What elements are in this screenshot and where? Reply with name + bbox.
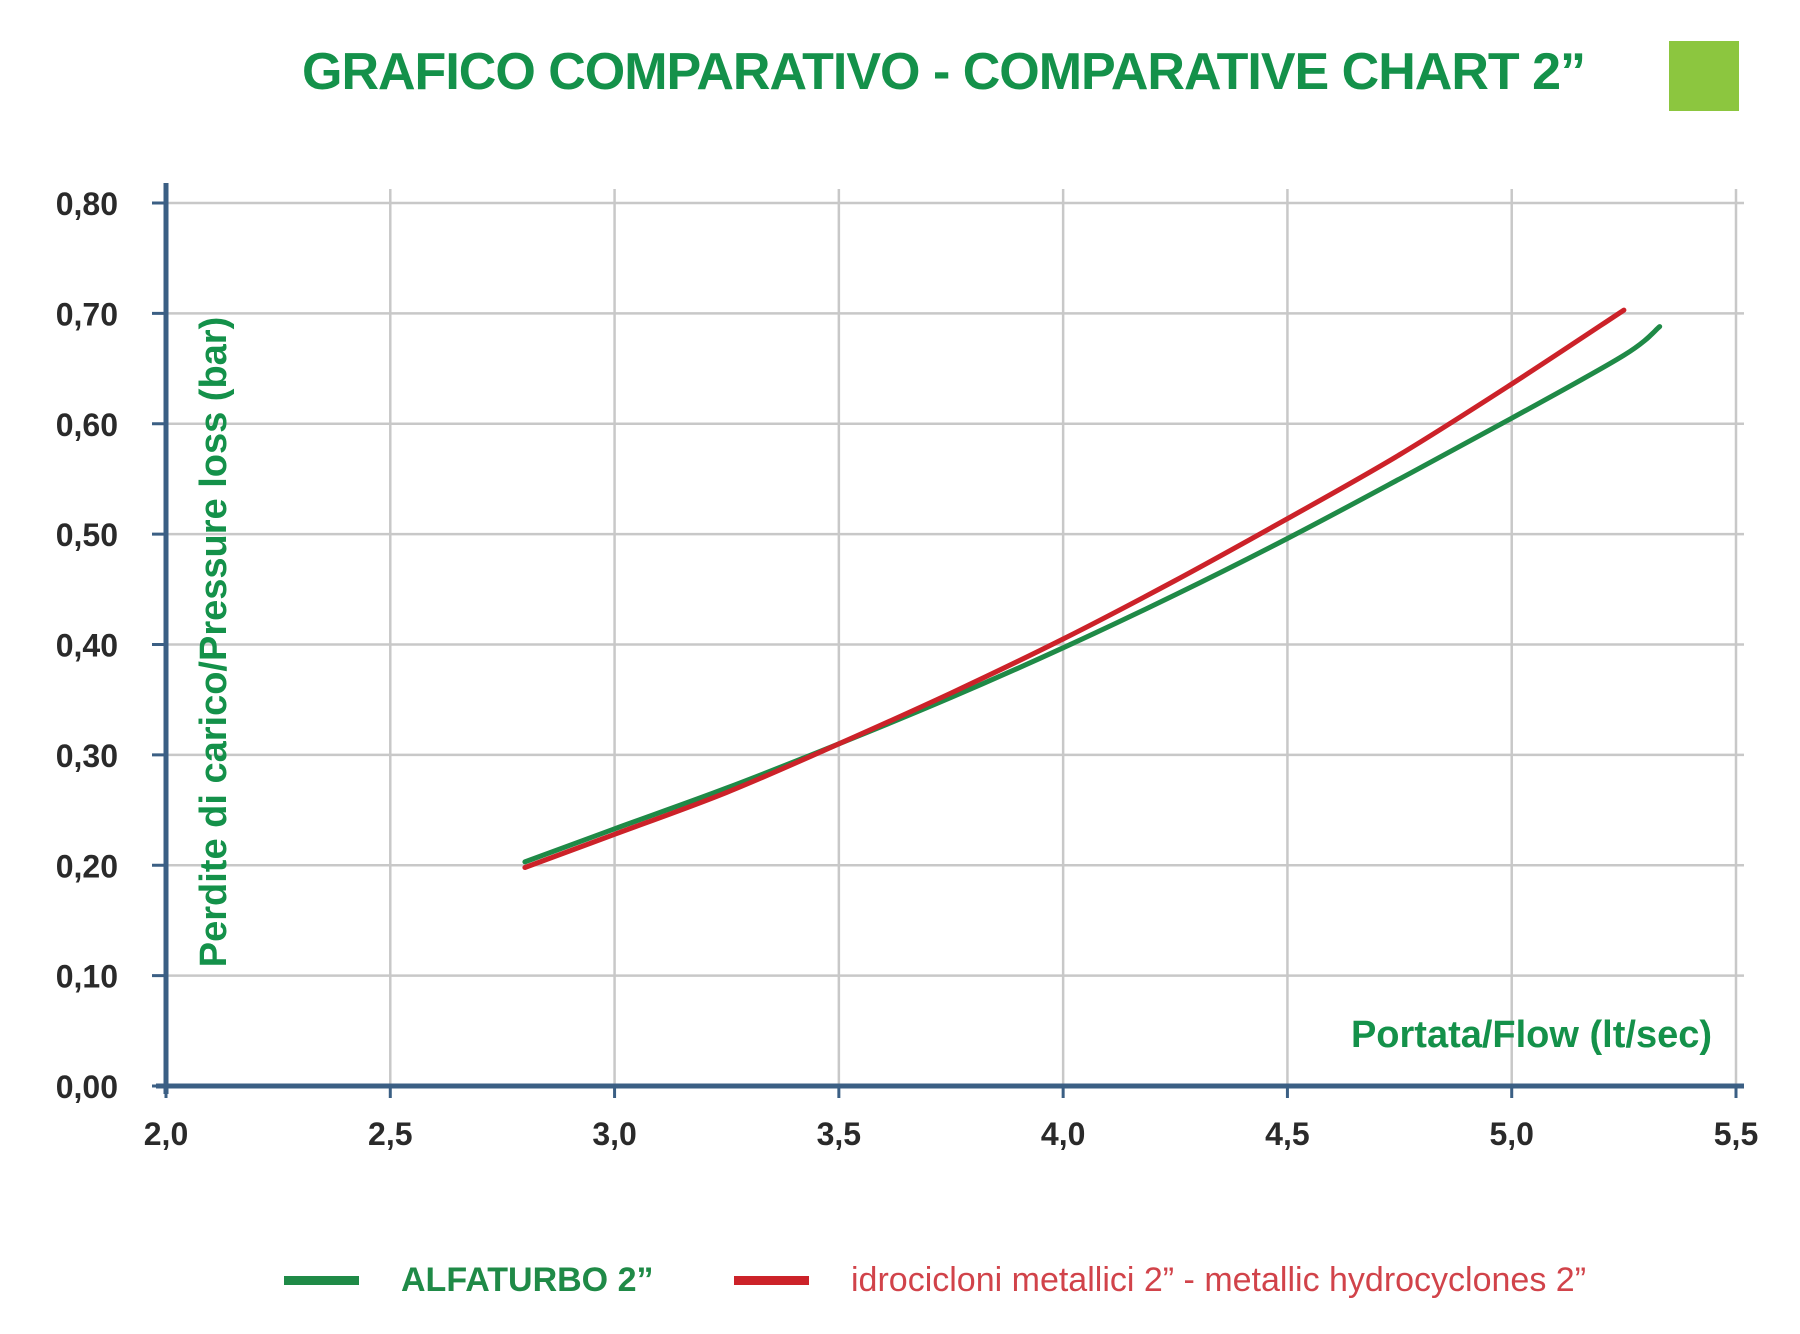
x-axis-label: Portata/Flow (lt/sec): [1351, 1014, 1712, 1056]
legend-item-alfaturbo: ALFATURBO 2”: [284, 1250, 653, 1310]
y-tick-label: 0,10: [56, 959, 118, 995]
chart-title: GRAFICO COMPARATIVO - COMPARATIVE CHART …: [302, 43, 1586, 101]
series-line-metallic-hydrocyclones: [522, 307, 1627, 870]
y-tick-label: 0,50: [56, 517, 118, 553]
legend-label-alfaturbo: ALFATURBO 2”: [401, 1260, 654, 1299]
x-tick-label: 4,0: [1041, 1116, 1085, 1152]
y-axis-label: Perdite di carico/Pressure loss (bar): [193, 317, 235, 968]
y-tick-label: 0,70: [56, 296, 118, 332]
legend-label-metallic-hydrocyclones: idrocicloni metallici 2” - metallic hydr…: [851, 1260, 1587, 1299]
x-tick-label: 3,0: [592, 1116, 636, 1152]
x-tick-label: 5,5: [1714, 1116, 1758, 1152]
legend-item-metallic-hydrocyclones: idrocicloni metallici 2” - metallic hydr…: [734, 1250, 1586, 1310]
title-accent-square: [1669, 41, 1739, 111]
legend: ALFATURBO 2” idrocicloni metallici 2” - …: [0, 1250, 1800, 1310]
y-tick-label: 0,00: [56, 1069, 118, 1105]
x-tick-label: 2,5: [368, 1116, 412, 1152]
x-tick-label: 4,5: [1265, 1116, 1309, 1152]
x-tick-label: 5,0: [1489, 1116, 1533, 1152]
y-tick-label: 0,80: [56, 186, 118, 222]
y-tick-label: 0,30: [56, 738, 118, 774]
legend-swatch-metallic-hydrocyclones: [734, 1275, 809, 1285]
legend-swatch-alfaturbo: [284, 1275, 359, 1285]
y-tick-label: 0,60: [56, 407, 118, 443]
y-tick-label: 0,40: [56, 628, 118, 664]
label-layer: Perdite di carico/Pressure loss (bar) Po…: [56, 186, 1759, 1152]
y-tick-label: 0,20: [56, 848, 118, 884]
grid-layer: [166, 189, 1744, 1086]
series-line-alfaturbo: [522, 324, 1663, 865]
x-tick-label: 2,0: [144, 1116, 188, 1152]
series-layer: [522, 307, 1663, 870]
axis-layer: [152, 183, 1744, 1098]
x-tick-label: 3,5: [817, 1116, 861, 1152]
